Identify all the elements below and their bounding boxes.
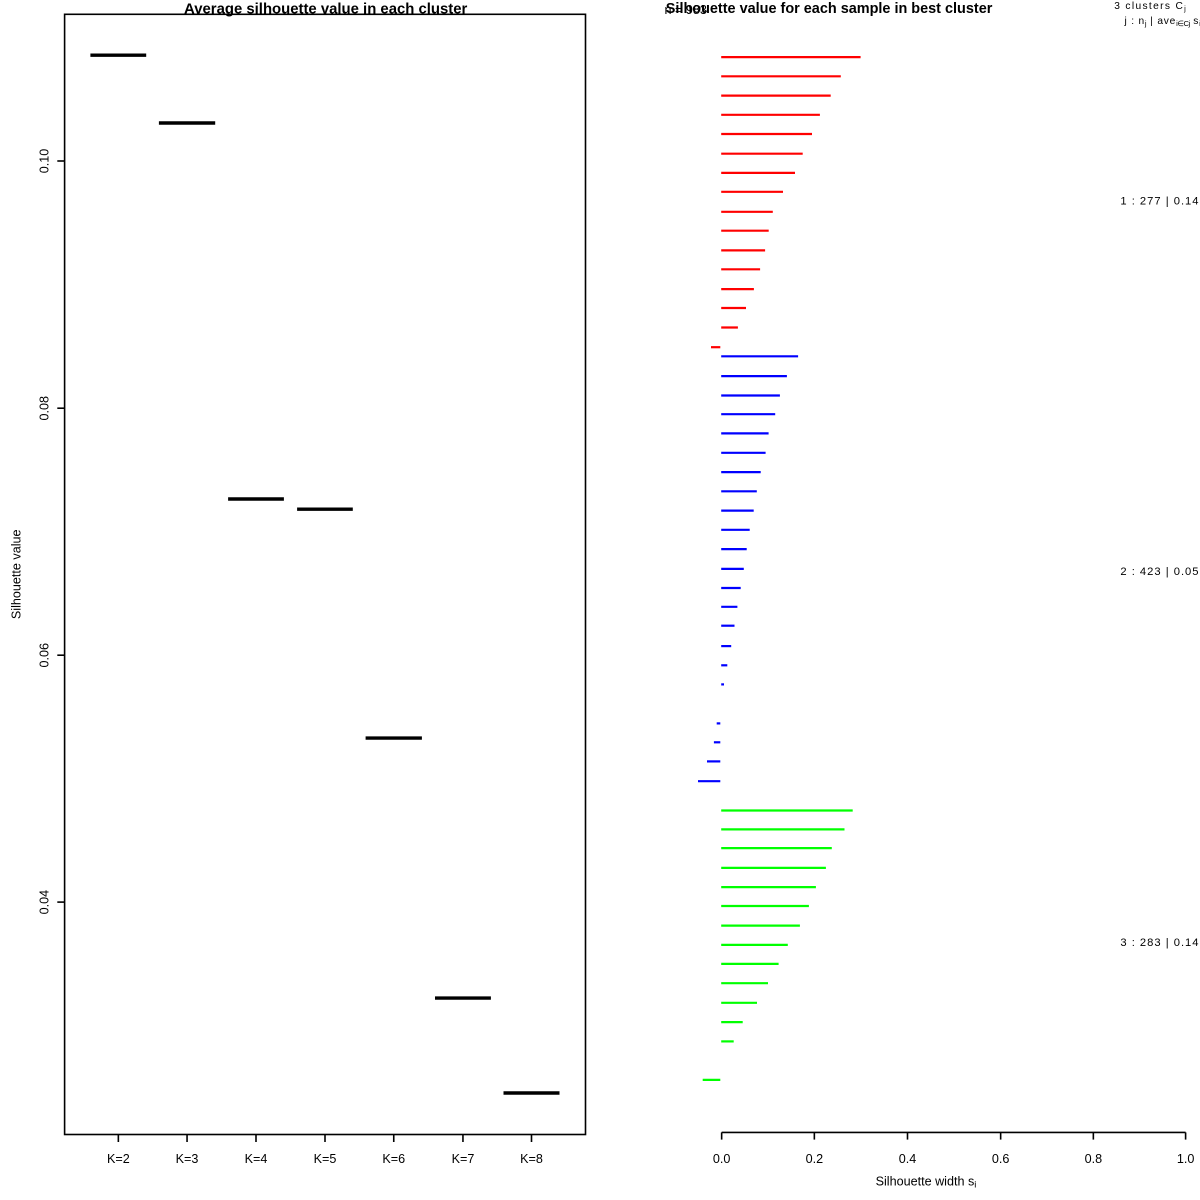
svg-text:0.10: 0.10 [38, 149, 52, 174]
svg-text:K=7: K=7 [452, 1152, 475, 1166]
svg-text:K=3: K=3 [176, 1152, 199, 1166]
svg-text:Silhouette width si: Silhouette width si [876, 1175, 977, 1191]
svg-text:j : nj | avei∈Cj si: j : nj | avei∈Cj si [1124, 16, 1200, 28]
svg-text:K=6: K=6 [382, 1152, 405, 1166]
svg-text:2 : 423 | 0.05: 2 : 423 | 0.05 [1120, 566, 1199, 578]
svg-text:3 : 283 | 0.14: 3 : 283 | 0.14 [1120, 937, 1199, 949]
svg-text:0.2: 0.2 [806, 1152, 824, 1166]
svg-text:0.8: 0.8 [1085, 1152, 1103, 1166]
svg-text:1.0: 1.0 [1177, 1152, 1195, 1166]
svg-text:0.0: 0.0 [713, 1152, 731, 1166]
svg-text:K=8: K=8 [520, 1152, 543, 1166]
svg-text:n = 983: n = 983 [665, 3, 707, 17]
svg-text:0.4: 0.4 [899, 1152, 917, 1166]
svg-text:Silhouette value: Silhouette value [10, 529, 24, 619]
svg-text:K=4: K=4 [245, 1152, 268, 1166]
svg-text:K=2: K=2 [107, 1152, 130, 1166]
svg-text:Silhouette value for each samp: Silhouette value for each sample in best… [666, 1, 993, 17]
svg-text:1 : 277 | 0.14: 1 : 277 | 0.14 [1120, 196, 1199, 208]
svg-text:0.08: 0.08 [38, 396, 52, 421]
svg-text:0.6: 0.6 [992, 1152, 1010, 1166]
svg-text:3 clusters Cj: 3 clusters Cj [1114, 1, 1186, 13]
svg-text:0.06: 0.06 [38, 643, 52, 668]
svg-text:Average silhouette value in ea: Average silhouette value in each cluster [184, 1, 468, 17]
svg-text:0.04: 0.04 [38, 890, 52, 915]
svg-text:K=5: K=5 [314, 1152, 337, 1166]
